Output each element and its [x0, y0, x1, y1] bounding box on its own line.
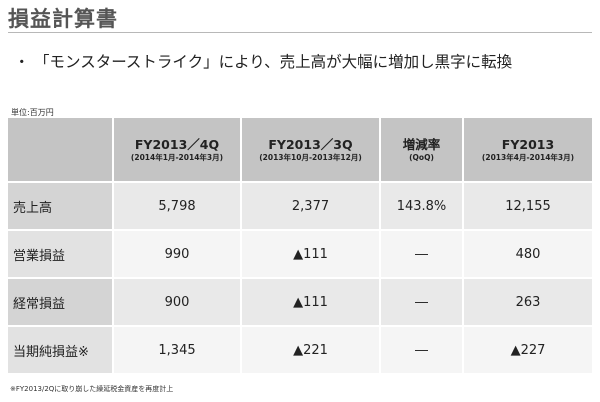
table-row-net-income: 当期純損益※ 1,345 ▲221 ― ▲227 [8, 327, 592, 375]
column-header-title: FY2013／4Q [134, 136, 220, 152]
column-header-qoq-change: 増減率 (QoQ) [381, 118, 464, 183]
headline-text: 「モンスターストライク」により、売上高が大幅に増加し黒字に転換 [34, 53, 513, 71]
column-header-title: 増減率 [402, 136, 441, 152]
column-header-fy2013: FY2013 (2013年4月-2014年3月) [464, 118, 592, 183]
row-label: 当期純損益※ [8, 327, 114, 375]
table-cell: 990 [114, 231, 242, 279]
table-row-ordinary-income: 経常損益 900 ▲111 ― 263 [8, 279, 592, 327]
table-cell: 5,798 [114, 183, 242, 231]
table-cell: ▲111 [242, 231, 381, 279]
headline: ・「モンスターストライク」により、売上高が大幅に増加し黒字に転換 [14, 50, 512, 72]
table-cell: ― [381, 279, 464, 327]
header-corner-cell [8, 118, 114, 183]
table-cell: ― [381, 231, 464, 279]
table-cell: 1,345 [114, 327, 242, 375]
table-row-net-sales: 売上高 5,798 2,377 143.8% 12,155 [8, 183, 592, 231]
title-divider [8, 32, 592, 33]
table-cell: 2,377 [242, 183, 381, 231]
table-header-row: FY2013／4Q (2014年1月-2014年3月) FY2013／3Q (2… [8, 118, 592, 183]
table-cell: ▲227 [464, 327, 592, 375]
bullet-marker: ・ [14, 53, 30, 71]
row-label: 営業損益 [8, 231, 114, 279]
table-cell: 143.8% [381, 183, 464, 231]
column-header-period: (QoQ) [409, 152, 434, 162]
unit-label: 単位:百万円 [11, 108, 54, 117]
column-header-period: (2013年4月-2014年3月) [481, 152, 575, 162]
table-cell: 480 [464, 231, 592, 279]
row-label: 売上高 [8, 183, 114, 231]
table-cell: ▲111 [242, 279, 381, 327]
page-title: 損益計算書 [8, 7, 118, 31]
table-row-operating-income: 営業損益 990 ▲111 ― 480 [8, 231, 592, 279]
income-statement-table: FY2013／4Q (2014年1月-2014年3月) FY2013／3Q (2… [8, 118, 592, 375]
table-cell: 12,155 [464, 183, 592, 231]
table-cell: 900 [114, 279, 242, 327]
table-cell: ▲221 [242, 327, 381, 375]
column-header-title: FY2013 [501, 136, 555, 152]
column-header-period: (2014年1月-2014年3月) [130, 152, 224, 162]
table-cell: 263 [464, 279, 592, 327]
footnote: ※FY2013/2Qに取り崩した繰延税金資産を再度計上 [10, 385, 174, 393]
column-header-fy2013-4q: FY2013／4Q (2014年1月-2014年3月) [114, 118, 242, 183]
table-cell: ― [381, 327, 464, 375]
row-label: 経常損益 [8, 279, 114, 327]
column-header-fy2013-3q: FY2013／3Q (2013年10月-2013年12月) [242, 118, 381, 183]
column-header-title: FY2013／3Q [268, 136, 353, 152]
column-header-period: (2013年10月-2013年12月) [259, 152, 362, 162]
